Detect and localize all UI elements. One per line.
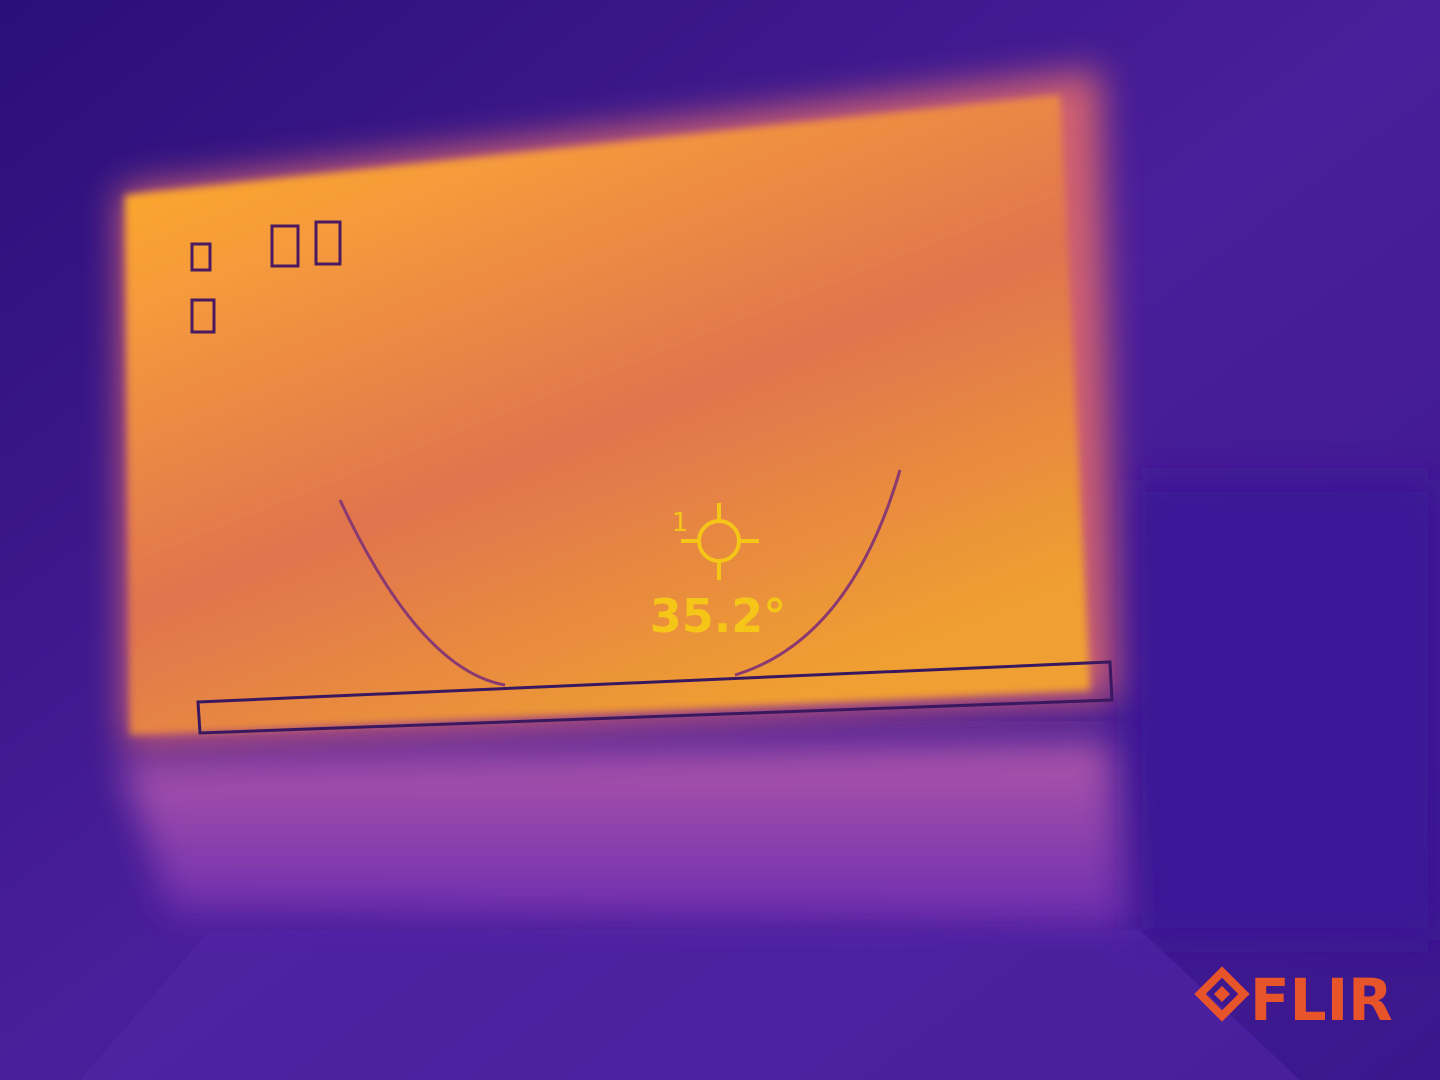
spot-label: 1: [672, 508, 689, 538]
laptop-bezel: [120, 740, 1130, 930]
flir-logo-icon: [1194, 966, 1250, 1022]
spot-temperature: 35.2°: [650, 589, 787, 643]
laptop-screen: [125, 95, 1090, 735]
wallpaper-arc: [338, 469, 902, 687]
flir-logo-text: FLIR: [1250, 966, 1393, 1034]
crosshair: [681, 503, 759, 580]
taskbar: [196, 660, 1114, 735]
desktop-icons: [190, 220, 342, 334]
dark-object: [1130, 480, 1440, 940]
keyboard: [80, 930, 1300, 1080]
